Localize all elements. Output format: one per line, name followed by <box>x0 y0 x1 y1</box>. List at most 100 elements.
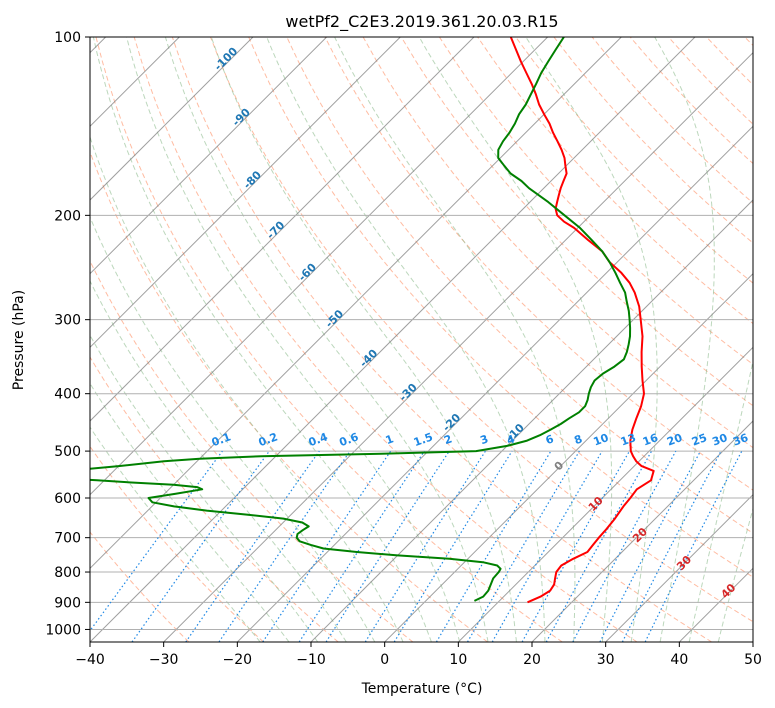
chart-title: wetPf2_C2E3.2019.361.20.03.R15 <box>285 12 558 32</box>
isotherm-line <box>90 37 622 570</box>
mixing-ratio-label: 1.5 <box>412 430 435 449</box>
x-tick-label: −20 <box>223 652 253 668</box>
x-tick-label: 0 <box>380 652 389 668</box>
plot-frame <box>89 36 754 643</box>
moist-adiabat-line <box>126 37 461 642</box>
dry-adiabat-line <box>248 37 753 578</box>
isotherm-line <box>90 37 254 201</box>
dry-adiabat-line <box>515 37 753 284</box>
x-tick-label: 20 <box>523 652 541 668</box>
dry-adiabat-line <box>324 37 753 491</box>
mixing-ratio-label: 25 <box>690 431 709 448</box>
mixing-ratio-label: 0.4 <box>307 430 330 449</box>
dry-adiabat-line <box>95 37 563 642</box>
dry-adiabat-line <box>210 37 753 623</box>
dry-adiabat-line <box>90 150 488 642</box>
dewpoint-line <box>90 37 632 602</box>
mixing-ratio-line <box>545 450 653 642</box>
mixing-ratio-label: 6 <box>544 432 556 447</box>
isotherm-line <box>163 51 753 642</box>
dry-adiabat-line <box>90 445 264 642</box>
isotherm-line <box>457 346 753 642</box>
mixing-ratio-label: 13 <box>619 431 638 448</box>
moist-adiabat-line <box>210 37 517 642</box>
isotherm-line <box>90 37 696 642</box>
moist-adiabat-line <box>717 506 753 642</box>
y-tick-label: 200 <box>54 208 81 224</box>
mixing-ratio-label: 2 <box>442 432 454 447</box>
mixing-ratio-label: 16 <box>641 431 660 449</box>
y-tick-label: 400 <box>54 387 81 403</box>
y-tick-label: 500 <box>54 444 81 460</box>
moist-adiabat-line <box>92 37 432 642</box>
plot-grid <box>90 37 753 642</box>
isotherm-line <box>236 125 753 642</box>
isotherm-line <box>90 37 401 349</box>
moist-adiabat-line <box>334 37 576 642</box>
mixing-ratio-label: 30 <box>710 431 729 449</box>
dry-adiabat-line <box>400 37 753 407</box>
dry-adiabat-line <box>171 37 712 642</box>
mixing-ratio-line <box>262 450 392 642</box>
x-tick-label: 50 <box>744 652 762 668</box>
x-tick-label: 40 <box>670 652 688 668</box>
moist-adiabat-line <box>90 426 261 642</box>
moist-adiabat-line <box>418 37 613 642</box>
mixing-ratio-line <box>644 450 743 642</box>
y-axis-title: Pressure (hPa) <box>11 290 27 390</box>
mixing-ratio-label: 10 <box>592 431 611 449</box>
y-tick-label: 100 <box>54 30 81 46</box>
moist-adiabat-line <box>525 37 658 642</box>
isotherm-line <box>310 199 753 642</box>
dry-adiabat-line <box>90 356 339 642</box>
mixing-ratio-label: 0.2 <box>257 430 280 449</box>
moist-adiabat-line <box>90 334 319 642</box>
y-tick-label: 700 <box>54 531 81 547</box>
mixing-ratio-label: 0.6 <box>338 430 361 449</box>
axes: −40 −30 −20 −10 0 10 20 30 40 5010020030040050060… <box>45 30 762 668</box>
dry-adiabat-line <box>90 531 190 642</box>
mixing-ratio-label: 3 <box>478 432 490 447</box>
mixing-ratio-label: 36 <box>731 431 750 449</box>
y-tick-label: 600 <box>54 491 81 507</box>
mixing-ratio-line <box>90 450 223 632</box>
temperature-line <box>509 37 655 604</box>
isotherm-line <box>90 37 549 496</box>
x-tick-label: −40 <box>75 652 105 668</box>
isotherm-line <box>90 37 328 275</box>
mixing-ratio-label: 1 <box>384 432 396 447</box>
x-tick-label: 30 <box>597 652 615 668</box>
moist-adiabat-line <box>90 215 376 642</box>
moist-adiabat-line <box>164 37 489 642</box>
isotherm-line <box>605 493 753 642</box>
plot-lines <box>90 37 655 604</box>
x-tick-label: −30 <box>149 652 179 668</box>
mixing-ratio-line <box>131 450 270 642</box>
dry-adiabat-line <box>133 37 638 642</box>
y-tick-label: 1000 <box>45 622 81 638</box>
x-tick-label: −10 <box>296 652 326 668</box>
moist-adiabat-line <box>90 135 404 642</box>
mixing-ratio-line <box>325 450 450 642</box>
mixing-ratio-line <box>298 450 425 642</box>
mixing-ratio-line <box>218 450 351 642</box>
y-tick-label: 300 <box>54 313 81 329</box>
moist-adiabat-line <box>90 382 290 642</box>
x-tick-label: 10 <box>449 652 467 668</box>
isotherm-line <box>531 420 753 642</box>
mixing-ratio-label: 8 <box>572 432 584 447</box>
isotherm-line <box>384 272 753 642</box>
moist-adiabat-line <box>654 37 715 642</box>
x-axis-title: Temperature (°C) <box>361 681 483 697</box>
dry-adiabat-line <box>438 37 753 366</box>
mixing-ratio-label: 4 <box>505 432 517 447</box>
mixing-ratio-label: 20 <box>665 431 684 449</box>
mixing-ratio-line <box>185 450 320 642</box>
y-tick-label: 900 <box>54 595 81 611</box>
isotherm-line <box>90 37 475 422</box>
mixing-ratio-line <box>572 450 677 642</box>
moist-adiabat-line <box>266 37 546 642</box>
moist-adiabat-line <box>688 358 753 642</box>
